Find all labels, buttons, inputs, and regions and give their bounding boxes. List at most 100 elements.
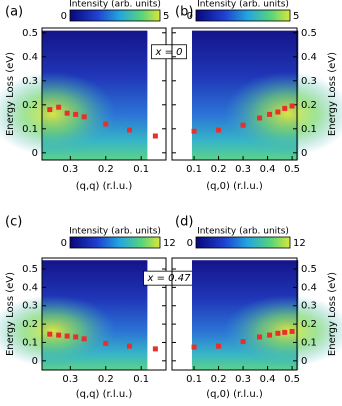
y-tick-label: 0.4 xyxy=(22,282,38,293)
data-point xyxy=(47,107,53,113)
data-point xyxy=(191,128,197,134)
data-point xyxy=(73,334,79,340)
colorbar xyxy=(195,236,291,249)
panel-label: (b) xyxy=(175,5,193,20)
data-point xyxy=(216,127,222,133)
plot-frame xyxy=(41,27,167,161)
y-tick-label: 0.4 xyxy=(22,52,38,63)
data-point xyxy=(275,109,281,115)
colorbar-tick-label: 0 xyxy=(187,238,193,249)
y-tick-label: 0.4 xyxy=(301,282,317,293)
x-tick-label: 0.5 xyxy=(284,164,300,175)
y-tick-label: 0.3 xyxy=(22,76,38,87)
data-point xyxy=(103,121,109,127)
x-tick-label: 0.2 xyxy=(211,164,227,175)
data-point xyxy=(152,133,158,139)
colorbar-label: Intensity (arb. units) xyxy=(69,0,161,10)
panel-label: (d) xyxy=(175,215,193,230)
data-point xyxy=(47,331,53,337)
data-point xyxy=(191,344,197,350)
x-tick-label: 0.4 xyxy=(260,164,276,175)
data-point xyxy=(103,340,109,346)
x-tick-label: 0.1 xyxy=(186,164,202,175)
x-axis-label: (q,q) (r.l.u.) xyxy=(76,389,133,400)
panel-label: (a) xyxy=(5,5,23,20)
y-tick-label: 0.5 xyxy=(22,28,38,39)
x-axis-label: (q,q) (r.l.u.) xyxy=(76,181,133,192)
x-tick-label: 0.5 xyxy=(284,374,300,385)
colorbar-label: Intensity (arb. units) xyxy=(69,227,161,237)
data-point xyxy=(81,336,87,342)
data-point xyxy=(289,328,295,334)
y-tick-label: 0.3 xyxy=(301,76,317,87)
colorbar-label: Intensity (arb. units) xyxy=(197,0,289,10)
x-tick-label: 0.3 xyxy=(235,374,251,385)
plot-frame xyxy=(41,257,167,371)
x-axis-label: (q,0) (r.l.u.) xyxy=(206,181,263,192)
y-tick-label: 0.2 xyxy=(22,100,38,111)
y-axis-label: Energy Loss (eV) xyxy=(327,272,338,356)
y-tick-label: 0 xyxy=(301,356,307,367)
plot-frame xyxy=(171,27,298,161)
y-tick-label: 0.2 xyxy=(301,100,317,111)
x-tick-label: 0.1 xyxy=(186,374,202,385)
data-point xyxy=(240,122,246,128)
x-tick-label: 0.2 xyxy=(98,164,114,175)
data-point xyxy=(240,339,246,345)
data-point xyxy=(127,127,133,133)
plot-frame xyxy=(171,257,298,371)
y-tick-label: 0 xyxy=(301,148,307,159)
colorbar xyxy=(69,236,161,249)
data-point xyxy=(257,334,262,340)
data-point xyxy=(152,346,158,352)
colorbar xyxy=(69,9,161,22)
colorbar xyxy=(195,9,291,22)
data-point xyxy=(289,103,295,109)
colorbar-tick-label: 0 xyxy=(187,11,193,22)
data-point xyxy=(73,111,79,117)
data-point xyxy=(216,343,222,349)
colorbar-tick-label: 0 xyxy=(61,238,67,249)
x-tick-label: 0.1 xyxy=(133,164,149,175)
panel-label: (c) xyxy=(5,215,22,230)
data-point xyxy=(257,115,262,121)
y-tick-label: 0 xyxy=(32,356,38,367)
y-axis-label: Energy Loss (eV) xyxy=(5,272,16,356)
data-point xyxy=(81,114,87,120)
y-tick-label: 0 xyxy=(32,148,38,159)
x-tick-label: 0.2 xyxy=(211,374,227,385)
data-point xyxy=(267,111,273,117)
x-tick-label: 0.3 xyxy=(62,374,78,385)
x-tick-label: 0.1 xyxy=(133,374,149,385)
y-tick-label: 0.3 xyxy=(22,301,38,312)
heatmap-glow xyxy=(0,294,116,367)
data-point xyxy=(64,333,70,339)
x-tick-label: 0.3 xyxy=(62,164,78,175)
colorbar-tick-label: 5 xyxy=(293,11,299,22)
x-tick-label: 0.3 xyxy=(235,164,251,175)
y-axis-label: Energy Loss (eV) xyxy=(5,52,16,136)
y-tick-label: 0.5 xyxy=(301,28,317,39)
colorbar-tick-label: 0 xyxy=(61,11,67,22)
x-axis-label: (q,0) (r.l.u.) xyxy=(206,389,263,400)
data-point xyxy=(56,104,62,110)
y-tick-label: 0.5 xyxy=(22,264,38,275)
y-tick-label: 0.2 xyxy=(301,319,317,330)
annotation: x = 0 xyxy=(154,47,182,58)
heatmap-glow xyxy=(0,71,116,157)
y-tick-label: 0.2 xyxy=(22,319,38,330)
y-tick-label: 0.1 xyxy=(22,124,38,135)
y-tick-label: 0.5 xyxy=(301,264,317,275)
y-axis-label: Energy Loss (eV) xyxy=(327,52,338,136)
data-point xyxy=(56,332,62,338)
annotation-box xyxy=(151,44,187,60)
data-point xyxy=(267,332,273,338)
x-tick-label: 0.2 xyxy=(98,374,114,385)
y-tick-label: 0.1 xyxy=(301,337,317,348)
colorbar-tick-label: 12 xyxy=(293,238,306,249)
x-tick-label: 0.4 xyxy=(260,374,276,385)
colorbar-tick-label: 5 xyxy=(163,11,169,22)
y-tick-label: 0.3 xyxy=(301,301,317,312)
y-tick-label: 0.1 xyxy=(22,337,38,348)
